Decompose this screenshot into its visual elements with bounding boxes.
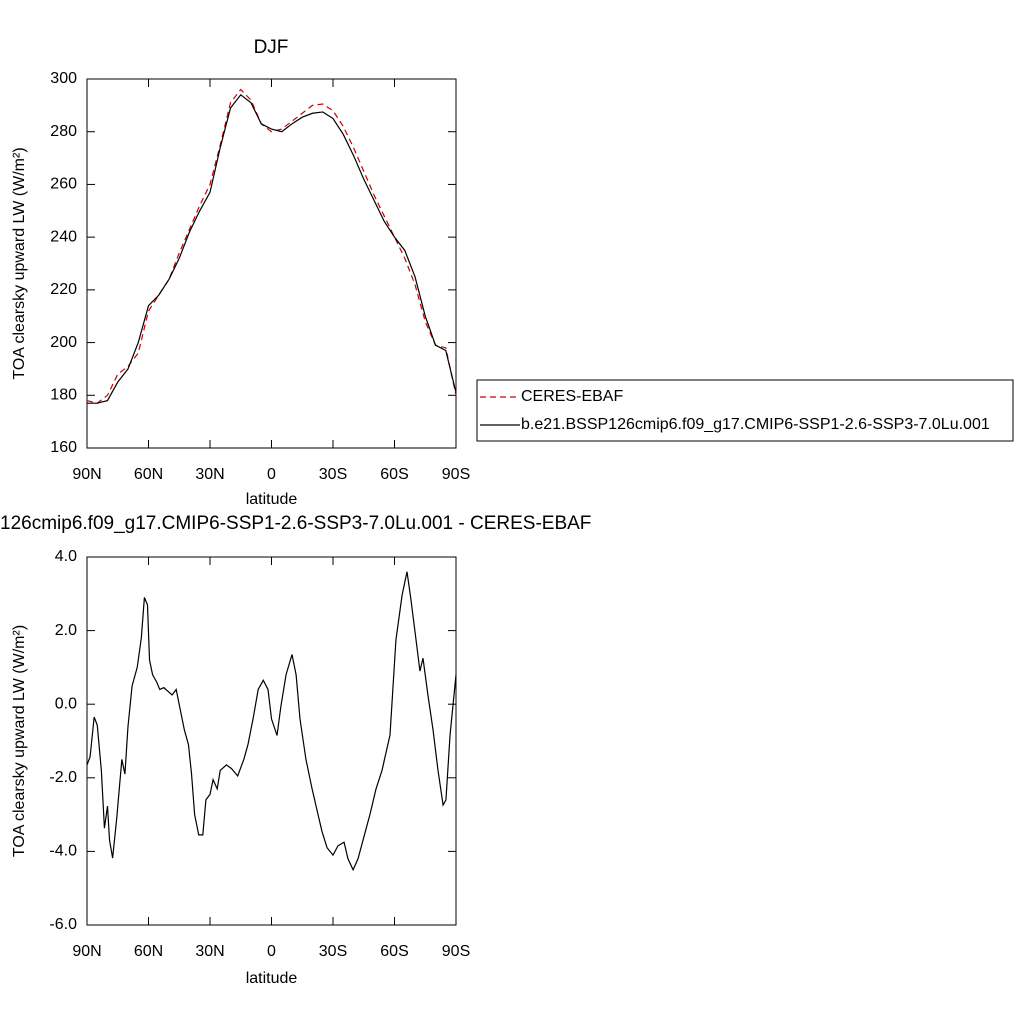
y-axis-label: TOA clearsky upward LW (W/m²) bbox=[11, 625, 28, 857]
plot-frame bbox=[86, 556, 457, 926]
x-tick-label: 30S bbox=[319, 943, 347, 960]
y-tick-label: 200 bbox=[50, 334, 77, 351]
legend-label: CERES-EBAF bbox=[521, 388, 623, 405]
x-tick-label: 30N bbox=[195, 466, 224, 483]
y-tick-label: 240 bbox=[50, 228, 77, 245]
y-tick-label: 0.0 bbox=[55, 695, 77, 712]
x-tick-label: 0 bbox=[267, 466, 276, 483]
data-line bbox=[87, 93, 457, 404]
x-tick-label: 60N bbox=[134, 466, 163, 483]
y-tick-label: 280 bbox=[50, 123, 77, 140]
x-tick-label: 30N bbox=[195, 943, 224, 960]
y-tick-label: -6.0 bbox=[49, 916, 77, 933]
y-tick-label: 260 bbox=[50, 176, 77, 193]
x-tick-label: 60S bbox=[380, 466, 408, 483]
y-tick-label: 2.0 bbox=[55, 622, 77, 639]
data-line bbox=[86, 571, 457, 872]
x-tick-label: 0 bbox=[267, 943, 276, 960]
y-tick-label: -4.0 bbox=[49, 843, 77, 860]
x-tick-label: 30S bbox=[319, 466, 347, 483]
chart-title: 126cmip6.f09_g17.CMIP6-SSP1-2.6-SSP3-7.0… bbox=[0, 513, 591, 534]
y-tick-label: -2.0 bbox=[49, 769, 77, 786]
plot-frame bbox=[86, 78, 457, 449]
x-tick-label: 90N bbox=[72, 466, 101, 483]
x-axis-label: latitude bbox=[246, 491, 298, 508]
y-tick-label: 220 bbox=[50, 281, 77, 298]
data-line bbox=[86, 88, 457, 404]
x-tick-label: 60N bbox=[134, 943, 163, 960]
y-axis-label: TOA clearsky upward LW (W/m²) bbox=[11, 147, 28, 379]
y-tick-label: 4.0 bbox=[55, 548, 77, 565]
x-tick-label: 90S bbox=[442, 466, 470, 483]
chart-title: DJF bbox=[254, 37, 289, 58]
legend-box bbox=[476, 379, 1014, 442]
legend-label: b.e21.BSSP126cmip6.f09_g17.CMIP6-SSP1-2.… bbox=[521, 416, 990, 433]
x-tick-label: 90S bbox=[442, 943, 470, 960]
y-tick-label: 180 bbox=[50, 387, 77, 404]
x-tick-label: 90N bbox=[72, 943, 101, 960]
x-tick-label: 60S bbox=[380, 943, 408, 960]
y-tick-label: 160 bbox=[50, 439, 77, 456]
x-axis-label: latitude bbox=[246, 970, 298, 987]
y-tick-label: 300 bbox=[50, 70, 77, 87]
